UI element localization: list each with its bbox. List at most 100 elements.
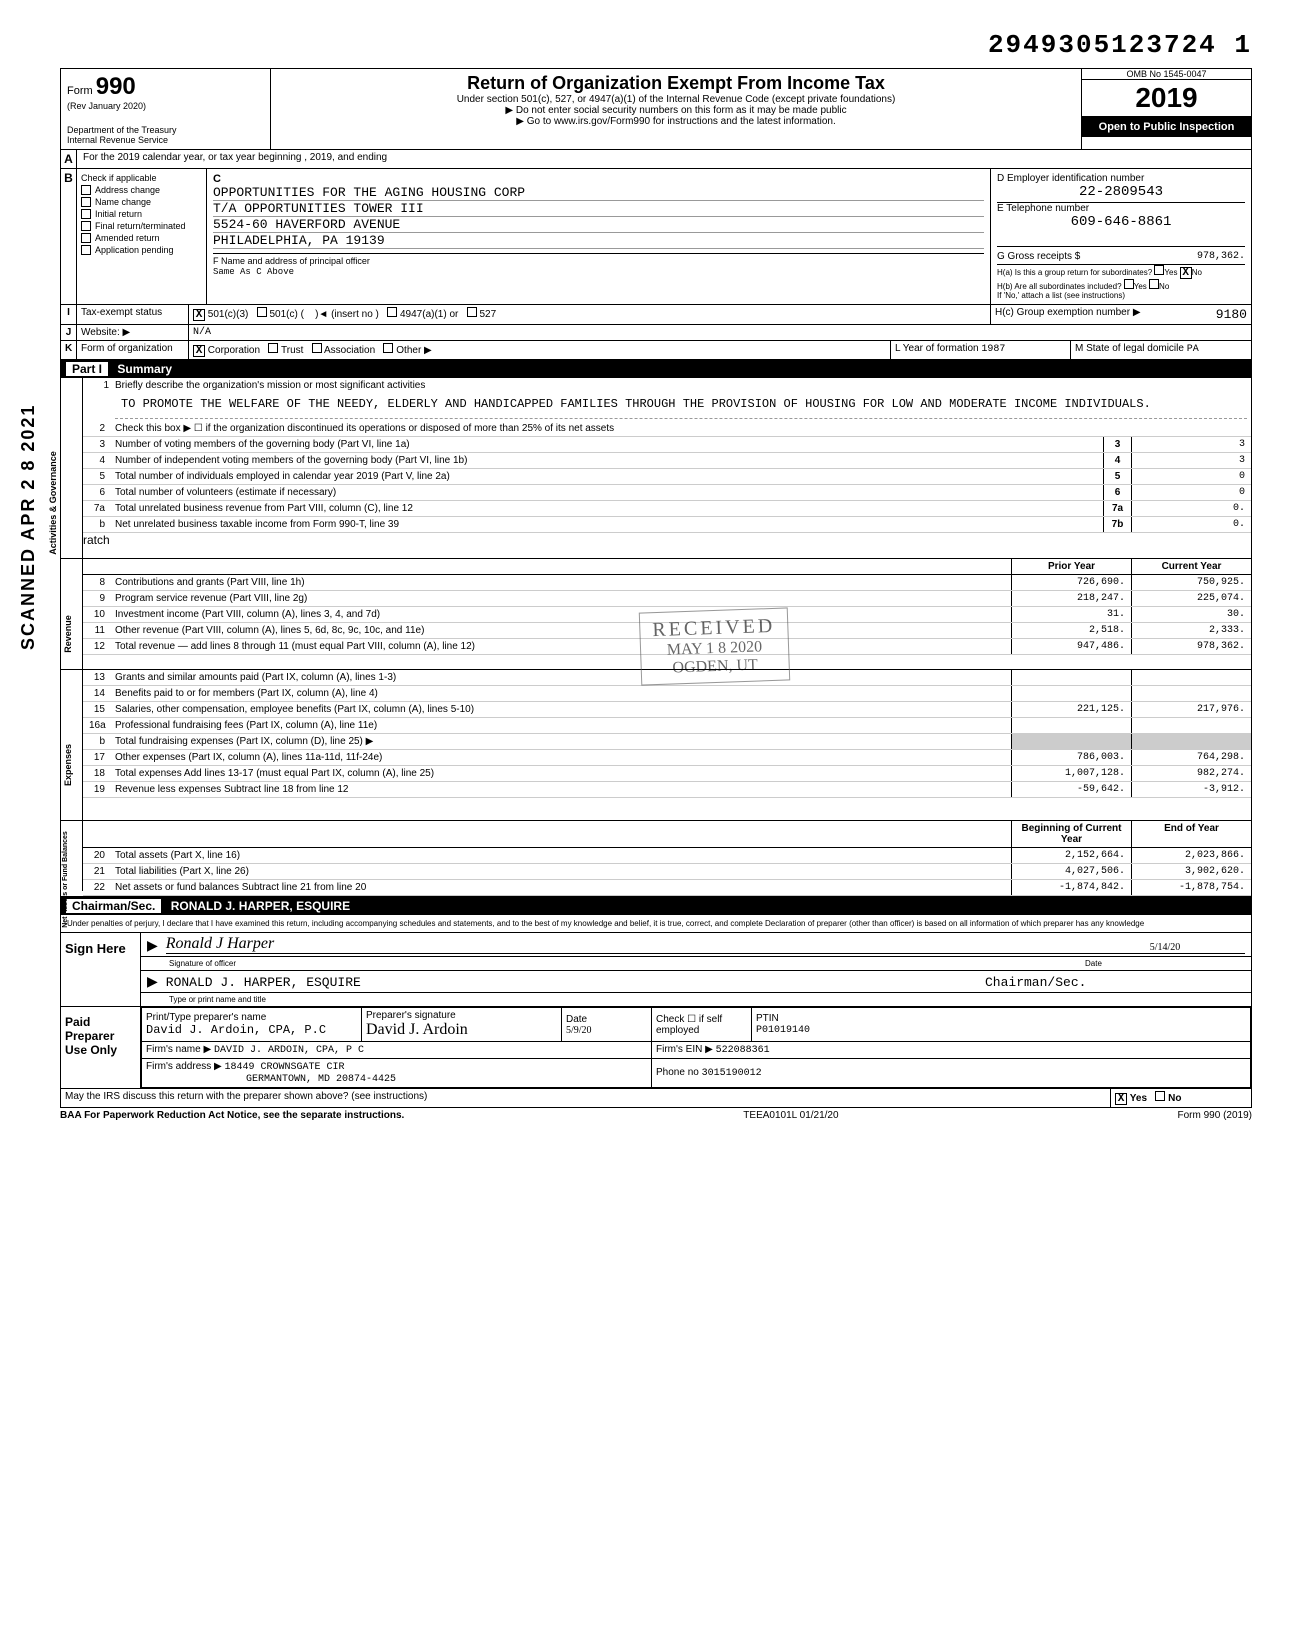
hc-val: 9180 <box>1216 307 1247 322</box>
side-expenses: Expenses <box>61 670 83 820</box>
opt-pending: Application pending <box>95 245 174 255</box>
discuss-yes-box[interactable]: X <box>1115 1093 1127 1105</box>
box-d-label: D Employer identification number <box>997 173 1245 184</box>
opt-other: Other ▶ <box>396 345 431 356</box>
website-val: N/A <box>189 325 1251 340</box>
current-val <box>1131 734 1251 749</box>
current-val <box>1131 718 1251 733</box>
scanned-stamp: SCANNED APR 2 8 2021 <box>18 404 39 650</box>
arrow-icon: ▶ <box>147 937 158 954</box>
current-val <box>1131 686 1251 701</box>
form-org-label: Form of organization <box>77 341 189 359</box>
prior-val: 786,003. <box>1011 750 1131 765</box>
mission-label: Briefly describe the organization's miss… <box>115 380 425 391</box>
date-label: Date <box>1085 959 1245 968</box>
document-number: 2949305123724 1 <box>60 30 1252 60</box>
check-applicable: Check if applicable <box>81 173 202 183</box>
opt-trust: Trust <box>281 345 303 356</box>
501c-box[interactable] <box>257 307 267 317</box>
other-box[interactable] <box>383 343 393 353</box>
checkbox-name-change[interactable] <box>81 197 91 207</box>
ha-yes-box[interactable] <box>1154 265 1164 275</box>
discuss-no-box[interactable] <box>1155 1091 1165 1101</box>
assoc-box[interactable] <box>312 343 322 353</box>
checkbox-amended[interactable] <box>81 233 91 243</box>
501c3-box[interactable]: X <box>193 309 205 321</box>
line-num: 9 <box>83 591 111 606</box>
hb-note: If 'No,' attach a list (see instructions… <box>997 291 1125 300</box>
part-1-name: Summary <box>117 362 172 376</box>
line-num: 18 <box>83 766 111 781</box>
hb-no: No <box>1159 282 1169 291</box>
ha-label: H(a) Is this a group return for subordin… <box>997 268 1152 277</box>
firm-addr-2: GERMANTOWN, MD 20874-4425 <box>246 1074 396 1085</box>
org-addr-2: PHILADELPHIA, PA 19139 <box>213 233 984 249</box>
col-end: End of Year <box>1131 821 1251 847</box>
hb-yes-box[interactable] <box>1124 279 1134 289</box>
checkbox-initial[interactable] <box>81 209 91 219</box>
prep-h1: Print/Type preparer's nameDavid J. Ardoi… <box>142 1008 362 1042</box>
org-name-1: OPPORTUNITIES FOR THE AGING HOUSING CORP <box>213 185 984 201</box>
footer-form: Form 990 (2019) <box>1178 1110 1252 1121</box>
side-governance: Activities & Governance <box>61 378 83 558</box>
line-desc: Total unrelated business revenue from Pa… <box>111 501 1103 516</box>
note-2: ▶ Go to www.irs.gov/Form990 for instruct… <box>277 116 1075 127</box>
line-desc: Salaries, other compensation, employee b… <box>111 702 1011 717</box>
discuss-yes: Yes <box>1130 1093 1147 1104</box>
trust-box[interactable] <box>268 343 278 353</box>
line-num: 13 <box>83 670 111 685</box>
hb-yes: Yes <box>1134 282 1147 291</box>
form-title: Return of Organization Exempt From Incom… <box>277 73 1075 94</box>
4947-box[interactable] <box>387 307 397 317</box>
hb-label: H(b) Are all subordinates included? <box>997 282 1122 291</box>
line-desc: Program service revenue (Part VIII, line… <box>111 591 1011 606</box>
prep-h2: Preparer's signatureDavid J. Ardoin <box>362 1008 562 1042</box>
tax-year: 2019 <box>1082 79 1251 117</box>
opt-address-change: Address change <box>95 185 160 195</box>
opt-4947: 4947(a)(1) or <box>400 309 458 320</box>
officer-title: Chairman/Sec. <box>985 975 1245 990</box>
current-val: 750,925. <box>1131 575 1251 590</box>
state-domicile-label: M State of legal domicile <box>1075 343 1184 354</box>
opt-amended: Amended return <box>95 233 160 243</box>
line-num: 19 <box>83 782 111 797</box>
side-revenue: Revenue <box>61 559 83 669</box>
line-desc: Total number of individuals employed in … <box>111 469 1103 484</box>
line-val: 3 <box>1131 437 1251 452</box>
checkbox-address-change[interactable] <box>81 185 91 195</box>
ha-no-box[interactable]: X <box>1180 267 1192 279</box>
527-box[interactable] <box>467 307 477 317</box>
form-subtitle: Under section 501(c), 527, or 4947(a)(1)… <box>277 94 1075 105</box>
checkbox-final[interactable] <box>81 221 91 231</box>
line-box: 7b <box>1103 517 1131 532</box>
prior-val: 218,247. <box>1011 591 1131 606</box>
checkbox-pending[interactable] <box>81 245 91 255</box>
tax-exempt-label: Tax-exempt status <box>77 305 189 324</box>
dept: Department of the Treasury <box>67 125 264 135</box>
line-num: 12 <box>83 639 111 654</box>
hb-no-box[interactable] <box>1149 279 1159 289</box>
line-2-num: 2 <box>83 421 111 436</box>
preparer-date: 5/9/20 <box>566 1025 592 1036</box>
line-val: 0 <box>1131 469 1251 484</box>
opt-527: 527 <box>479 309 496 320</box>
side-netassets: Net Assets or Fund Balances <box>61 821 83 891</box>
prior-val: 1,007,128. <box>1011 766 1131 781</box>
omb: OMB No 1545-0047 <box>1082 69 1251 79</box>
line-num: 17 <box>83 750 111 765</box>
line-desc: Total revenue — add lines 8 through 11 (… <box>111 639 1011 654</box>
line-desc: Total expenses Add lines 13-17 (must equ… <box>111 766 1011 781</box>
prior-val <box>1011 670 1131 685</box>
current-val: 217,976. <box>1131 702 1251 717</box>
opt-501c3: 501(c)(3) <box>208 309 249 320</box>
firm-addr-label: Firm's address ▶ <box>146 1061 222 1072</box>
line-num: b <box>83 734 111 749</box>
prior-val <box>1011 686 1131 701</box>
col-current: Current Year <box>1131 559 1251 574</box>
discuss-no: No <box>1168 1093 1181 1104</box>
begin-val: 2,152,664. <box>1011 848 1131 863</box>
officer-name: RONALD J. HARPER, ESQUIRE <box>166 975 361 990</box>
corp-box[interactable]: X <box>193 345 205 357</box>
paid-preparer-label: Paid Preparer Use Only <box>61 1007 141 1088</box>
opt-initial: Initial return <box>95 209 142 219</box>
